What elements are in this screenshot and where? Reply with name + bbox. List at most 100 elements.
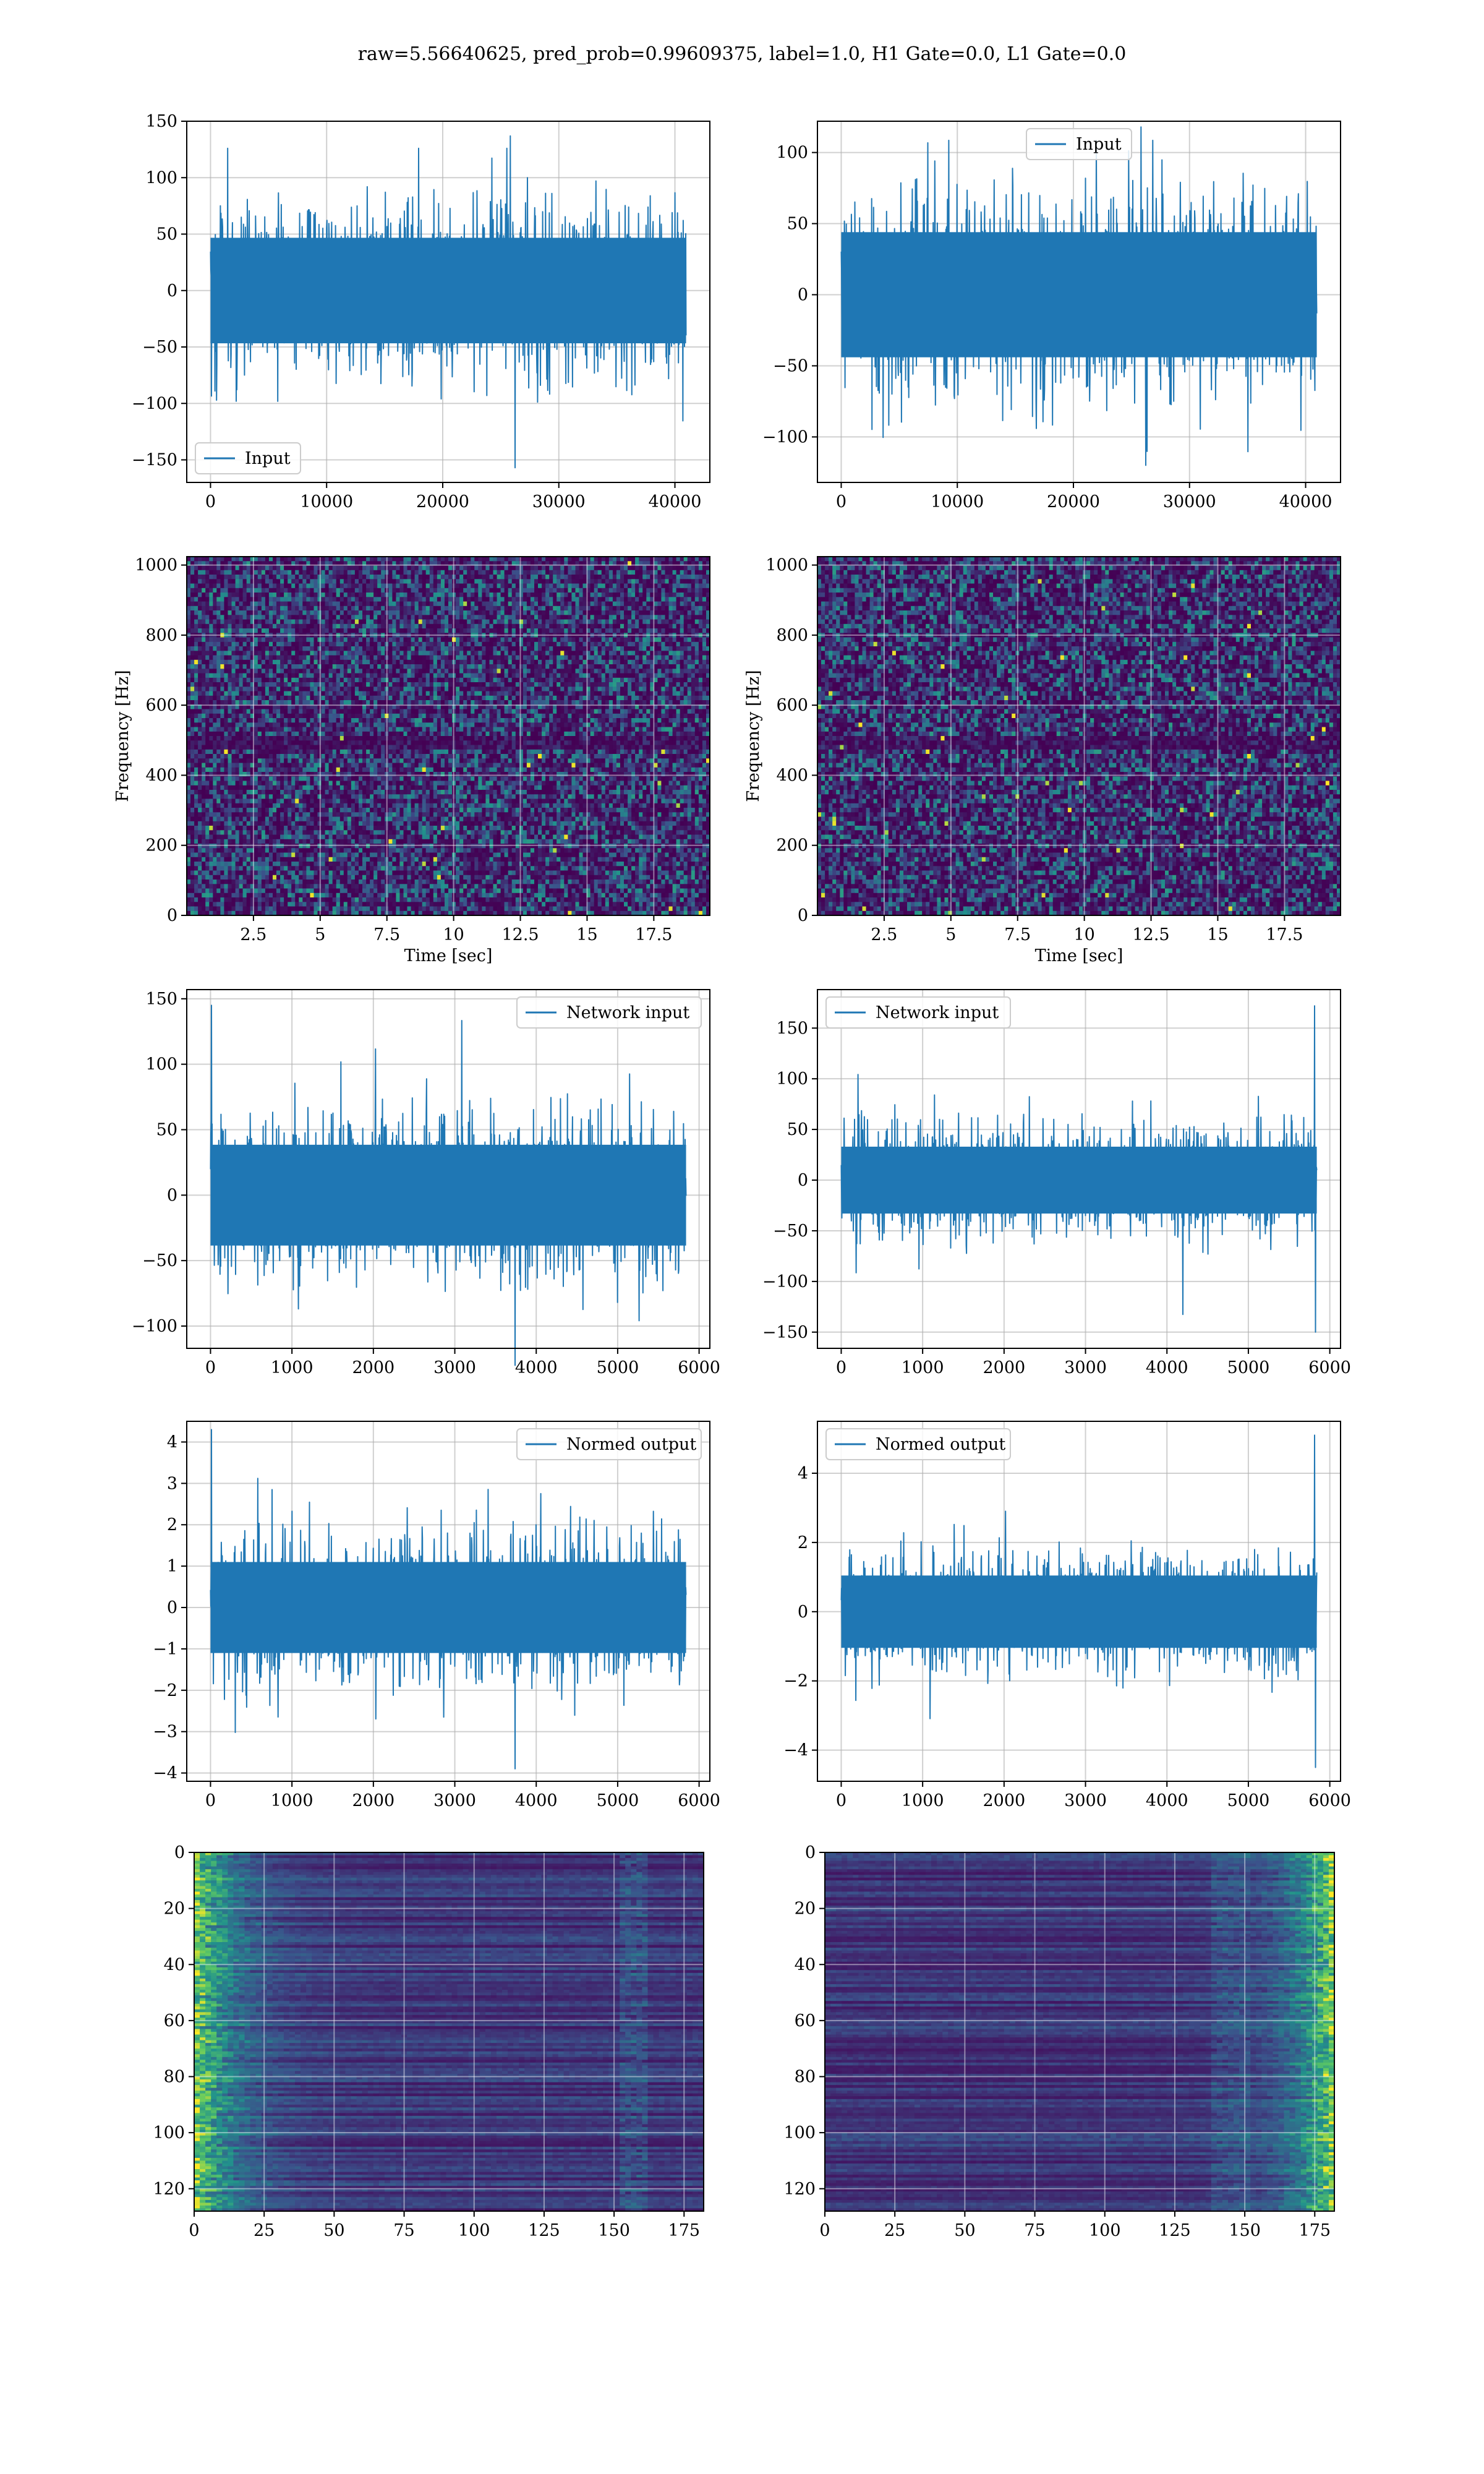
heatmap-cell <box>388 602 393 607</box>
heatmap-cell <box>467 579 471 584</box>
heatmap-cell <box>684 593 688 597</box>
heatmap-cell <box>329 606 333 611</box>
heatmap-cell <box>280 597 284 602</box>
heatmap-cell <box>190 575 195 580</box>
heatmap-cell <box>232 575 236 580</box>
heatmap-cell <box>373 593 378 597</box>
heatmap-cell <box>419 566 423 571</box>
heatmap-cell <box>665 557 670 562</box>
heatmap-cell <box>534 597 539 602</box>
heatmap-cell <box>657 579 662 584</box>
heatmap-cell <box>564 606 568 611</box>
heatmap-cell <box>437 588 441 593</box>
heatmap-cell <box>591 575 595 580</box>
heatmap-cell <box>598 584 602 589</box>
heatmap-cell <box>609 570 613 575</box>
heatmap-cell <box>639 575 643 580</box>
heatmap-cell <box>280 588 284 593</box>
heatmap-cell <box>448 597 453 602</box>
heatmap-cell <box>545 575 550 580</box>
heatmap-cell <box>430 579 434 584</box>
heatmap-cell <box>467 593 471 597</box>
heatmap-cell <box>302 557 307 562</box>
heatmap-cell <box>407 606 412 611</box>
heatmap-cell <box>516 584 520 589</box>
heatmap-cell <box>247 570 251 575</box>
heatmap-cell <box>654 570 658 575</box>
heatmap-cell <box>295 584 299 589</box>
heatmap-cell <box>635 557 639 562</box>
heatmap-cell <box>568 588 572 593</box>
heatmap-cell <box>591 570 595 575</box>
heatmap-cell <box>523 597 527 602</box>
heatmap-cell <box>441 575 445 580</box>
heatmap-cell <box>291 588 296 593</box>
heatmap-cell <box>228 584 232 589</box>
heatmap-cell <box>411 575 416 580</box>
heatmap-cell <box>202 557 206 562</box>
heatmap-cell <box>209 575 213 580</box>
heatmap-cell <box>314 584 318 589</box>
heatmap-cell <box>478 584 482 589</box>
heatmap-cell <box>591 579 595 584</box>
heatmap-cell <box>205 566 210 571</box>
heatmap-cell <box>348 597 352 602</box>
heatmap-cell <box>370 566 374 571</box>
heatmap-cell <box>684 570 688 575</box>
heatmap-cell <box>348 593 352 597</box>
heatmap-cell <box>433 584 438 589</box>
heatmap-cell <box>695 575 699 580</box>
heatmap-cell <box>661 557 665 562</box>
heatmap-cell <box>232 584 236 589</box>
heatmap-cell <box>602 593 606 597</box>
heatmap-cell <box>236 579 240 584</box>
heatmap-cell <box>474 566 479 571</box>
heatmap-cell <box>419 557 423 562</box>
heatmap-cell <box>280 570 284 575</box>
heatmap-cell <box>348 570 352 575</box>
axes-spectrogram-h1: 2.5 5 7.5 10 12.5 15 17.502004006008001000Time… <box>113 556 710 965</box>
heatmap-cell <box>284 557 288 562</box>
heatmap-cell <box>665 597 670 602</box>
heatmap-cell <box>333 593 337 597</box>
heatmap-cell <box>631 602 636 607</box>
heatmap-cell <box>639 602 643 607</box>
heatmap-cell <box>564 557 568 562</box>
heatmap-cell <box>616 557 621 562</box>
heatmap-cell <box>512 606 516 611</box>
heatmap-cell <box>404 593 408 597</box>
heatmap-cell <box>228 597 232 602</box>
heatmap-cell <box>430 566 434 571</box>
heatmap-cell <box>288 566 292 571</box>
heatmap-cell <box>415 579 419 584</box>
heatmap-cell <box>216 579 221 584</box>
heatmap-cell <box>576 566 580 571</box>
heatmap-cell <box>355 606 359 611</box>
heatmap-cell <box>493 570 498 575</box>
heatmap-cell <box>516 575 520 580</box>
heatmap-cell <box>669 593 673 597</box>
heatmap-cell <box>366 579 370 584</box>
heatmap-cell <box>306 570 310 575</box>
heatmap-cell <box>348 588 352 593</box>
heatmap-cell <box>591 588 595 593</box>
heatmap-cell <box>531 597 535 602</box>
heatmap-cell <box>501 593 505 597</box>
heatmap-cell <box>366 570 370 575</box>
heatmap-cell <box>299 575 303 580</box>
heatmap-cell <box>407 597 412 602</box>
heatmap-cell <box>642 602 647 607</box>
heatmap-cell <box>373 575 378 580</box>
heatmap-cell <box>433 566 438 571</box>
heatmap-cell <box>441 606 445 611</box>
heatmap-cell <box>396 588 400 593</box>
heatmap-cell <box>388 593 393 597</box>
heatmap-cell <box>676 597 681 602</box>
heatmap-cell <box>501 557 505 562</box>
heatmap-cell <box>325 597 330 602</box>
heatmap-cell <box>284 566 288 571</box>
heatmap-cell <box>534 557 539 562</box>
heatmap-cell <box>422 579 427 584</box>
heatmap-cell <box>209 570 213 575</box>
